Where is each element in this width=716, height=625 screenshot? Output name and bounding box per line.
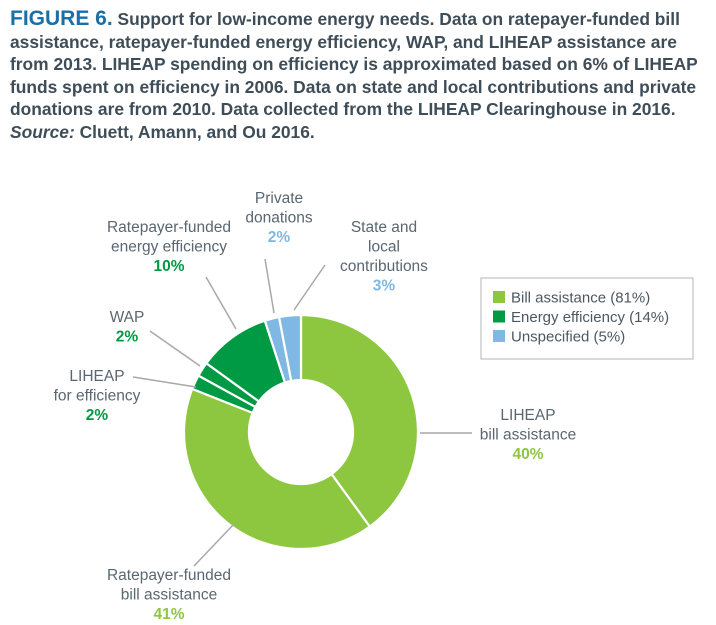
legend-label-efficiency: Energy efficiency (14%) (511, 309, 669, 326)
legend-swatch-unspecified (493, 330, 505, 342)
slice-value-ratepayer-funded-energy-efficiency: 10% (153, 258, 184, 275)
slice-value-liheap-for-efficiency: 2% (86, 407, 109, 424)
slice-value-liheap-bill-assistance: 40% (512, 446, 543, 463)
caption-source-label: Source: (10, 121, 75, 142)
leader-lines (132, 258, 472, 567)
leader-line-private-donations (264, 258, 275, 314)
legend: Bill assistance (81%) Energy efficiency (… (480, 277, 694, 360)
slice-ratepayer-funded-bill-assistance (182, 387, 372, 551)
slice-label-liheap-for-efficiency: LIHEAP for efficiency (54, 368, 141, 405)
slice-label-private-donations: Private donations (245, 190, 312, 227)
figure-label: FIGURE 6. (10, 7, 113, 30)
leader-line-wap (149, 330, 201, 367)
slice-label-ratepayer-funded-energy-efficiency: Ratepayer-funded energy efficiency (107, 219, 231, 256)
slice-value-ratepayer-funded-bill-assistance: 41% (153, 606, 184, 623)
slice-labels: LIHEAP bill assistance 40% Ratepayer-funded… (54, 190, 577, 623)
leader-line-state-and-local-contributions (293, 264, 326, 311)
legend-swatch-efficiency (493, 310, 505, 323)
slice-value-private-donations: 2% (268, 229, 291, 246)
leader-line-liheap-for-efficiency (132, 376, 197, 388)
legend-label-unspecified: Unspecified (5%) (511, 329, 625, 346)
slice-liheap-bill-assistance (299, 313, 420, 529)
legend-label-bill: Bill assistance (81%) (511, 290, 650, 307)
caption-source-text: Cluett, Amann, and Ou 2016. (79, 121, 315, 142)
slice-label-ratepayer-funded-bill-assistance: Ratepayer-funded bill assistance (107, 567, 231, 604)
caption-text: Support for low-income energy needs. Dat… (10, 9, 698, 119)
slice-label-state-and-local-contributions: State and local contributions (340, 219, 428, 275)
leader-line-ratepayer-funded-energy-efficiency (205, 276, 237, 330)
figure-caption: FIGURE 6. Support for low-income energy … (10, 7, 706, 143)
legend-swatch-bill (493, 291, 505, 303)
slice-label-wap: WAP (110, 309, 145, 326)
slice-value-state-and-local-contributions: 3% (373, 278, 396, 295)
slice-state-and-local-contributions (277, 313, 303, 383)
donut-slices (182, 313, 420, 551)
legend-box (480, 277, 694, 360)
leader-line-ratepayer-funded-bill-assistance (193, 523, 235, 567)
slice-label-liheap-bill-assistance: LIHEAP bill assistance (480, 407, 577, 444)
slice-value-wap: 2% (116, 329, 139, 346)
